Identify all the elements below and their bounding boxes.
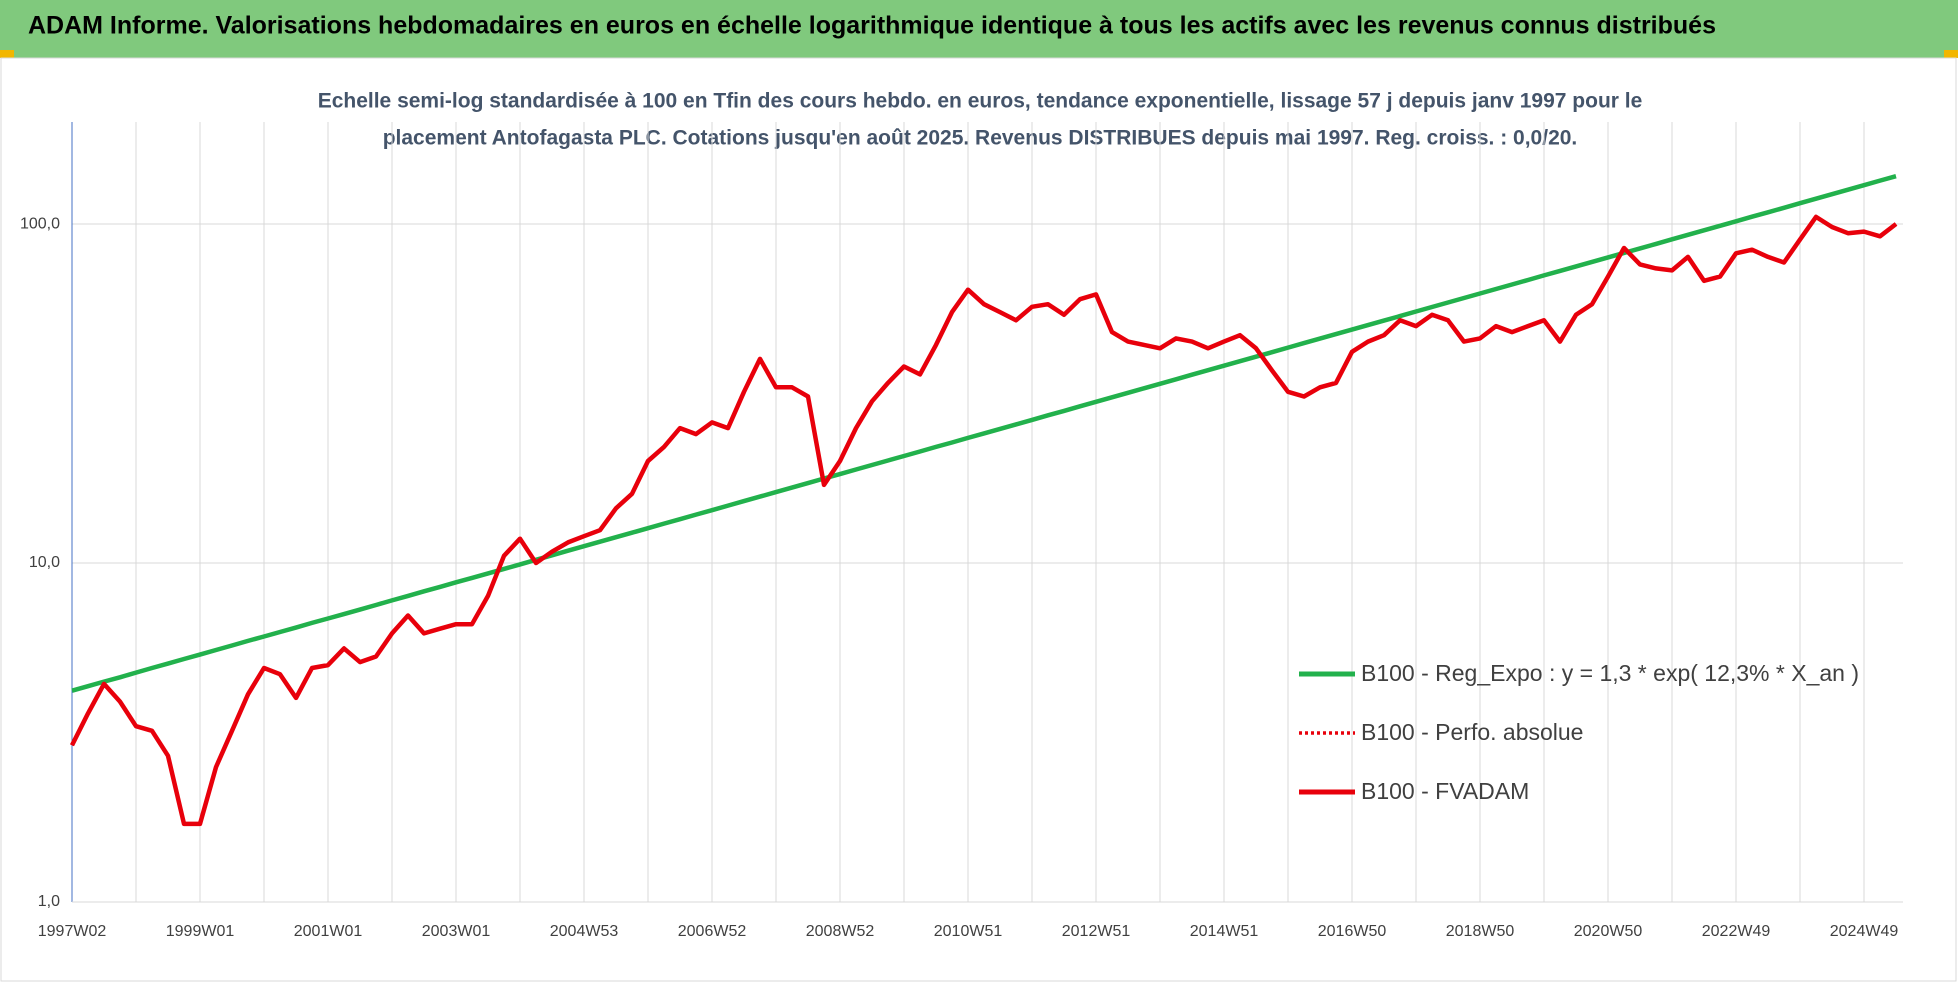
series-line (69, 214, 1898, 827)
chart-subtitle: placement Antofagasta PLC. Cotations jus… (383, 127, 1578, 150)
x-tick-label: 2004W53 (550, 923, 619, 940)
x-tick-label: 2012W51 (1062, 923, 1131, 940)
x-tick-label: 2001W01 (294, 923, 363, 940)
x-tick-label: 2022W49 (1702, 923, 1771, 940)
x-tick-label: 2006W52 (678, 923, 747, 940)
x-tick-label: 2003W01 (422, 923, 491, 940)
legend-label: B100 - FVADAM (1361, 778, 1529, 804)
x-tick-label: 1999W01 (166, 923, 235, 940)
x-tick-label: 2020W50 (1574, 923, 1643, 940)
header-title: ADAM Informe. Valorisations hebdomadaire… (28, 12, 1716, 40)
corner-mark (1944, 50, 1958, 58)
chart-frame (0, 57, 1957, 982)
x-tick-label: 2014W51 (1190, 923, 1259, 940)
y-tick-label: 100,0 (20, 215, 60, 232)
series-line (70, 215, 1897, 826)
x-tick-label: 2024W49 (1830, 923, 1899, 940)
x-tick-label: 2016W50 (1318, 923, 1387, 940)
header-band (0, 0, 1958, 58)
x-tick-label: 2018W50 (1446, 923, 1515, 940)
x-tick-label: 2010W51 (934, 923, 1003, 940)
series-line (71, 174, 1897, 693)
corner-mark (0, 50, 14, 58)
y-tick-label: 1,0 (38, 893, 60, 910)
chart-title: Echelle semi-log standardisée à 100 en T… (318, 90, 1643, 113)
x-tick-label: 2008W52 (806, 923, 875, 940)
x-tick-label: 1997W02 (38, 923, 107, 940)
legend-label: B100 - Perfo. absolue (1361, 719, 1583, 745)
y-tick-label: 10,0 (29, 554, 60, 571)
legend-label: B100 - Reg_Expo : y = 1,3 * exp( 12,3% *… (1361, 660, 1859, 686)
